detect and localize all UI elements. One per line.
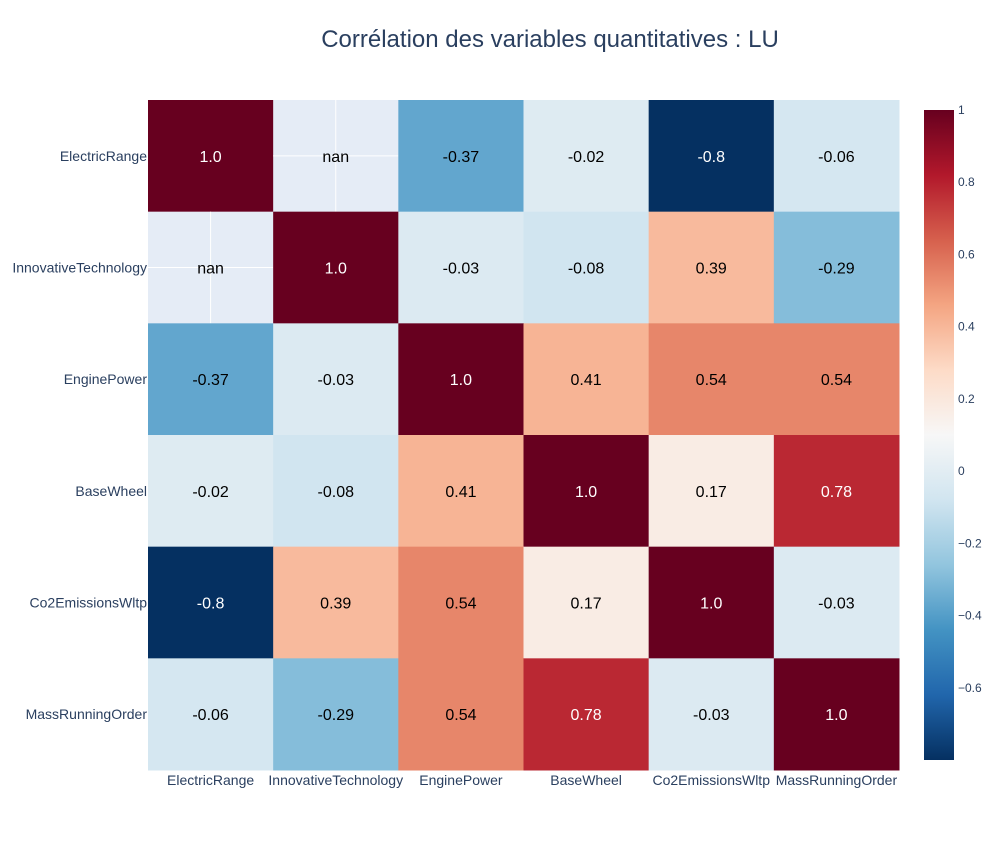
cell-value-label: -0.03 — [318, 372, 355, 389]
cell-value-label: -0.8 — [697, 149, 725, 166]
cell-value-label: -0.03 — [693, 707, 730, 724]
colorbar-tick-label: 1 — [958, 103, 965, 117]
heatmap-cell — [273, 211, 399, 324]
cell-value-label: -0.06 — [192, 707, 229, 724]
heatmap-cell — [398, 100, 524, 213]
cell-value-label: nan — [197, 261, 224, 278]
heatmap-cell — [398, 211, 524, 324]
cell-value-label: -0.08 — [318, 484, 355, 501]
heatmap-cell — [148, 323, 274, 436]
heatmap-cell — [148, 546, 274, 659]
cell-value-label: -0.02 — [192, 484, 229, 501]
cell-value-label: 0.41 — [571, 372, 602, 389]
heatmap-cell — [523, 435, 650, 548]
heatmap-cell — [648, 323, 775, 436]
cell-value-label: -0.37 — [192, 372, 229, 389]
chart-title: Corrélation des variables quantitatives … — [321, 26, 779, 53]
y-tick-label: ElectricRange — [60, 148, 147, 164]
cell-value-label: -0.02 — [568, 149, 605, 166]
heatmap-cell — [523, 211, 650, 324]
heatmap-cell — [773, 435, 900, 548]
cell-value-label: -0.29 — [318, 707, 355, 724]
cell-value-label: 1.0 — [199, 149, 221, 166]
heatmap-cell — [148, 435, 274, 548]
heatmap-cell — [648, 211, 775, 324]
heatmap-cell — [273, 435, 399, 548]
cell-value-label: -0.29 — [818, 261, 855, 278]
cell-value-label: 0.17 — [696, 484, 727, 501]
y-tick-label: MassRunningOrder — [26, 706, 148, 722]
cell-value-label: -0.08 — [568, 261, 605, 278]
x-tick-label: EnginePower — [419, 772, 503, 788]
cell-value-label: 1.0 — [575, 484, 597, 501]
heatmap-cell — [523, 546, 650, 659]
cell-value-label: -0.06 — [818, 149, 855, 166]
cell-value-label: -0.03 — [818, 596, 855, 613]
y-tick-label: BaseWheel — [75, 483, 147, 499]
y-tick-label: Co2EmissionsWltp — [30, 595, 148, 611]
cell-value-label: nan — [322, 149, 349, 166]
cell-value-label: 0.39 — [696, 261, 727, 278]
heatmap-cell — [773, 323, 900, 436]
cell-value-label: 0.54 — [445, 707, 476, 724]
heatmap-cell — [273, 546, 399, 659]
heatmap-cell — [648, 100, 775, 213]
heatmap-cell — [273, 323, 399, 436]
colorbar-tick-label: 0.2 — [958, 392, 975, 406]
cell-value-label: 0.78 — [821, 484, 852, 501]
colorbar-tick-label: 0.6 — [958, 247, 975, 261]
heatmap-cell — [273, 658, 399, 771]
heatmap-cell — [398, 658, 524, 771]
heatmap-cell — [648, 546, 775, 659]
x-tick-label: InnovativeTechnology — [268, 772, 403, 788]
y-tick-label: EnginePower — [64, 371, 148, 387]
colorbar-tick-label: 0.4 — [958, 320, 975, 334]
y-axis-labels: ElectricRange InnovativeTechnology EngineP… — [12, 148, 147, 722]
heatmap-cell — [148, 100, 274, 213]
colorbar-tick-label: 0.8 — [958, 175, 975, 189]
cell-value-label: -0.03 — [443, 261, 480, 278]
heatmap-cell — [773, 211, 900, 324]
y-tick-label: InnovativeTechnology — [12, 260, 147, 276]
colorbar — [924, 110, 954, 760]
heatmap-cell — [148, 658, 274, 771]
colorbar-tick-label: 0 — [958, 464, 965, 478]
heatmap-cell — [523, 323, 650, 436]
cell-value-label: 1.0 — [450, 372, 472, 389]
cell-value-label: 1.0 — [825, 707, 847, 724]
colorbar-tick-label: −0.6 — [958, 681, 982, 695]
heatmap-cell — [398, 323, 524, 436]
heatmap-cell — [398, 546, 524, 659]
cell-value-label: 0.78 — [571, 707, 602, 724]
colorbar-ticks: 1 0.8 0.6 0.4 0.2 0 −0.2 −0.4 −0.6 — [958, 103, 982, 695]
heatmap-cell — [773, 100, 900, 213]
cell-value-label: 0.39 — [320, 596, 351, 613]
cell-value-label: 0.17 — [571, 596, 602, 613]
cell-value-label: 0.54 — [445, 596, 476, 613]
x-tick-label: ElectricRange — [167, 772, 254, 788]
cell-value-label: 1.0 — [700, 596, 722, 613]
x-tick-label: MassRunningOrder — [776, 772, 898, 788]
x-axis-labels: ElectricRange InnovativeTechnology EngineP… — [167, 772, 897, 788]
heatmap-cell — [648, 435, 775, 548]
cell-value-label: 1.0 — [325, 261, 347, 278]
heatmap-cell — [398, 435, 524, 548]
colorbar-tick-label: −0.2 — [958, 536, 982, 550]
colorbar-tick-label: −0.4 — [958, 609, 982, 623]
heatmap-cell — [773, 658, 900, 771]
heatmap-cells: 1.0 nan -0.37 -0.02 -0.8 -0.06 nan 1.0 -0.03 -0.0… — [148, 100, 900, 771]
heatmap-cell — [523, 658, 650, 771]
heatmap-cell — [523, 100, 650, 213]
cell-value-label: 0.54 — [821, 372, 852, 389]
cell-value-label: 0.54 — [696, 372, 727, 389]
x-tick-label: BaseWheel — [550, 772, 622, 788]
cell-value-label: -0.8 — [197, 596, 225, 613]
heatmap-cell — [648, 658, 775, 771]
cell-value-label: 0.41 — [445, 484, 476, 501]
heatmap-cell — [773, 546, 900, 659]
cell-value-label: -0.37 — [443, 149, 480, 166]
x-tick-label: Co2EmissionsWltp — [653, 772, 771, 788]
